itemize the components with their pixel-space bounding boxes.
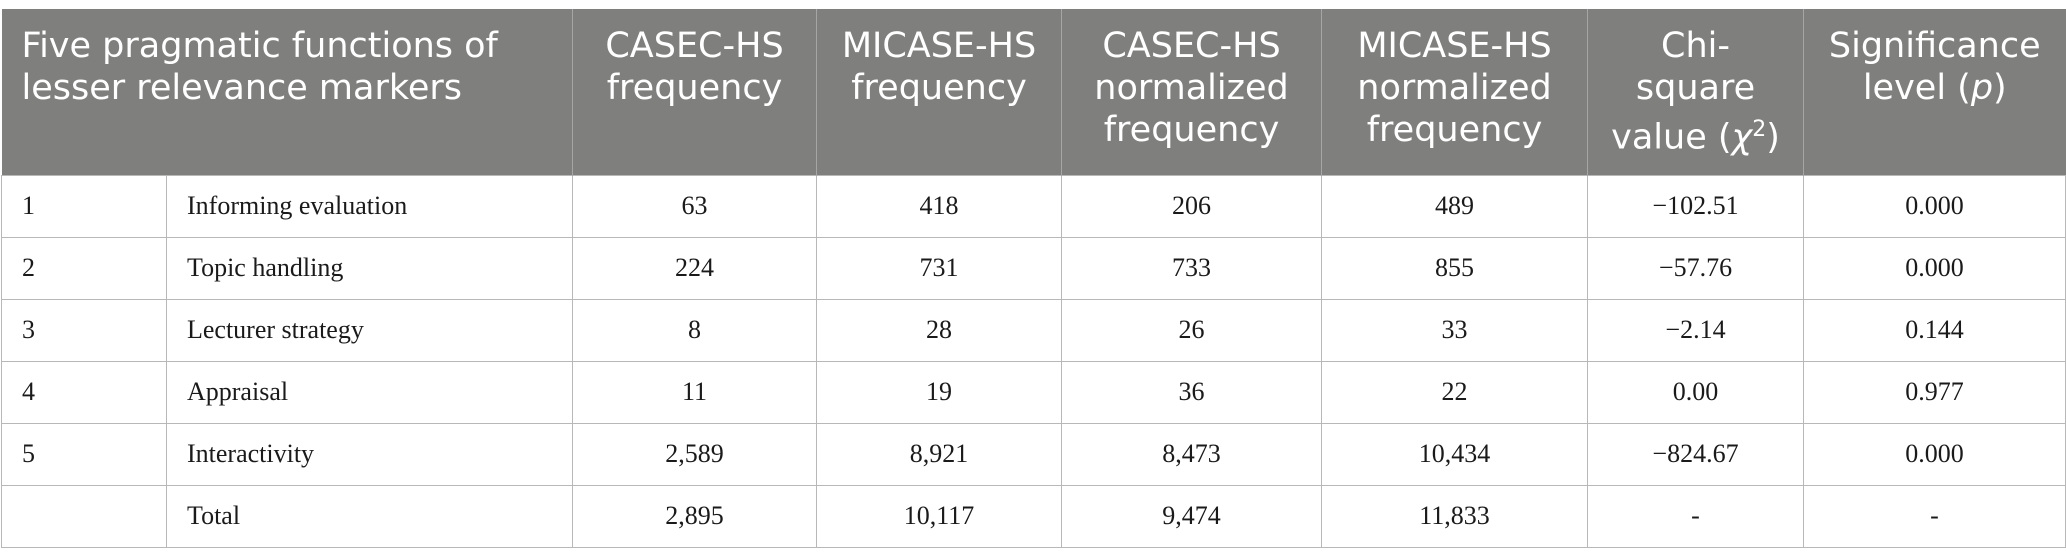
row-number: 1	[1, 174, 167, 238]
table-row: 1 Informing evaluation 63 418 206 489 −1…	[1, 174, 2066, 238]
micase-frequency-cell: 10,117	[816, 484, 1063, 548]
casec-frequency-cell: 2,589	[572, 422, 818, 486]
chi-exponent: 2	[1752, 117, 1767, 142]
header-micase-normalized: MICASE-HS normalized frequency	[1321, 9, 1588, 176]
micase-normalized-cell: 22	[1321, 360, 1589, 424]
casec-normalized-cell: 8,473	[1061, 422, 1323, 486]
frequency-table: Five pragmatic functions of lesser relev…	[1, 9, 2066, 548]
micase-normalized-cell: 855	[1321, 236, 1589, 300]
header-casec-frequency: CASEC-HS frequency	[572, 9, 817, 176]
significance-cell: 0.000	[1803, 422, 2066, 486]
casec-normalized-cell: 733	[1061, 236, 1323, 300]
micase-normalized-cell: 489	[1321, 174, 1589, 238]
casec-normalized-cell: 206	[1061, 174, 1323, 238]
total-row: Total 2,895 10,117 9,474 11,833 - -	[1, 484, 2066, 548]
casec-frequency-cell: 224	[572, 236, 818, 300]
chi-suffix: )	[1766, 117, 1780, 158]
sig-suffix: )	[1993, 68, 2007, 108]
table-row: 2 Topic handling 224 731 733 855 −57.76 …	[1, 236, 2066, 300]
significance-cell: 0.000	[1803, 236, 2066, 300]
chi-square-cell: 0.00	[1587, 360, 1805, 424]
significance-cell: 0.000	[1803, 174, 2066, 238]
header-functions: Five pragmatic functions of lesser relev…	[1, 9, 573, 176]
function-name: Appraisal	[165, 360, 574, 424]
row-number: 3	[1, 298, 167, 362]
micase-frequency-cell: 19	[816, 360, 1063, 424]
micase-frequency-cell: 8,921	[816, 422, 1063, 486]
header-chi-square: Chi-square value (χ2)	[1587, 9, 1804, 176]
sig-symbol: p	[1970, 68, 1994, 108]
function-name: Interactivity	[165, 422, 574, 486]
casec-normalized-cell: 26	[1061, 298, 1323, 362]
micase-frequency-cell: 418	[816, 174, 1063, 238]
header-casec-normalized: CASEC-HS normalized frequency	[1061, 9, 1322, 176]
casec-frequency-cell: 2,895	[572, 484, 818, 548]
chi-square-cell: -	[1587, 484, 1805, 548]
chi-prefix: Chi-square value (	[1611, 26, 1756, 158]
header-row: Five pragmatic functions of lesser relev…	[1, 9, 2066, 176]
significance-cell: -	[1803, 484, 2066, 548]
micase-frequency-cell: 731	[816, 236, 1063, 300]
row-number: 5	[1, 422, 167, 486]
chi-symbol: χ	[1731, 117, 1753, 158]
function-name: Lecturer strategy	[165, 298, 574, 362]
row-number	[1, 484, 167, 548]
header-significance: Significance level (p)	[1803, 9, 2066, 176]
casec-frequency-cell: 8	[572, 298, 818, 362]
micase-frequency-cell: 28	[816, 298, 1063, 362]
table-row: 3 Lecturer strategy 8 28 26 33 −2.14 0.1…	[1, 298, 2066, 362]
micase-normalized-cell: 11,833	[1321, 484, 1589, 548]
micase-normalized-cell: 33	[1321, 298, 1589, 362]
row-number: 4	[1, 360, 167, 424]
casec-frequency-cell: 63	[572, 174, 818, 238]
table-body: 1 Informing evaluation 63 418 206 489 −1…	[1, 174, 2066, 548]
chi-square-cell: −102.51	[1587, 174, 1805, 238]
chi-square-cell: −57.76	[1587, 236, 1805, 300]
function-name: Topic handling	[165, 236, 574, 300]
table-row: 4 Appraisal 11 19 36 22 0.00 0.977	[1, 360, 2066, 424]
significance-cell: 0.977	[1803, 360, 2066, 424]
header-micase-frequency: MICASE-HS frequency	[816, 9, 1062, 176]
row-number: 2	[1, 236, 167, 300]
chi-square-cell: −824.67	[1587, 422, 1805, 486]
function-name: Total	[165, 484, 574, 548]
casec-frequency-cell: 11	[572, 360, 818, 424]
significance-cell: 0.144	[1803, 298, 2066, 362]
chi-square-cell: −2.14	[1587, 298, 1805, 362]
sig-prefix: Significance level (	[1828, 26, 2041, 108]
table-row: 5 Interactivity 2,589 8,921 8,473 10,434…	[1, 422, 2066, 486]
casec-normalized-cell: 36	[1061, 360, 1323, 424]
casec-normalized-cell: 9,474	[1061, 484, 1323, 548]
micase-normalized-cell: 10,434	[1321, 422, 1589, 486]
function-name: Informing evaluation	[165, 174, 574, 238]
